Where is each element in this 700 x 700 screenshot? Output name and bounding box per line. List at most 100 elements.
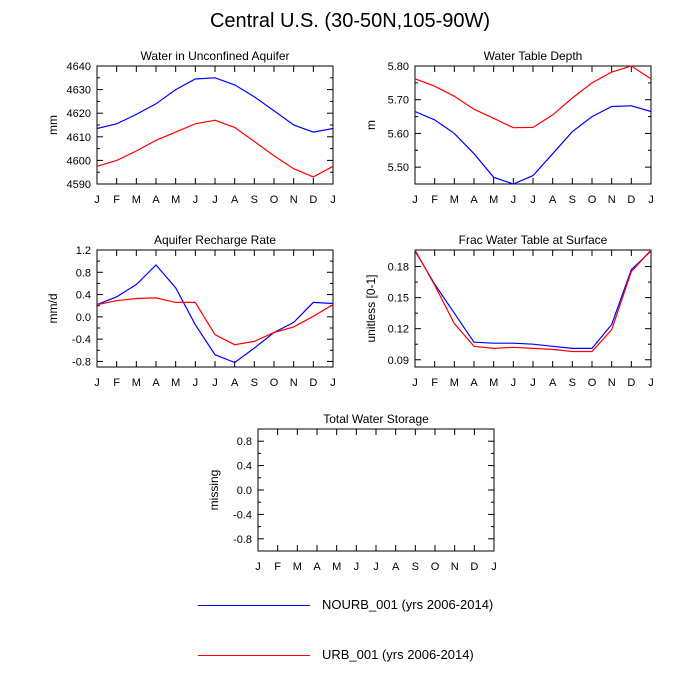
y-axis-label: missing bbox=[207, 470, 221, 511]
x-tick-label: A bbox=[470, 194, 478, 206]
y-tick-label: 4600 bbox=[67, 155, 91, 167]
legend-entry-nourb: NOURB_001 (yrs 2006-2014) bbox=[198, 596, 598, 616]
x-tick-label: J bbox=[412, 194, 418, 206]
series-line-nourb_001 bbox=[414, 105, 652, 185]
x-tick-label: O bbox=[588, 377, 597, 389]
x-tick-label: M bbox=[132, 194, 141, 206]
y-tick-label: 0.15 bbox=[388, 293, 409, 305]
series-line-urb_001 bbox=[414, 65, 652, 129]
x-tick-label: M bbox=[132, 377, 141, 389]
figure-title: Central U.S. (30-50N,105-90W) bbox=[209, 10, 491, 32]
x-tick-label: S bbox=[569, 194, 576, 206]
series-line-nourb_001 bbox=[414, 250, 652, 349]
x-tick-label: A bbox=[549, 194, 557, 206]
legend-entry-urb: URB_001 (yrs 2006-2014) bbox=[198, 646, 598, 666]
x-tick-label: J bbox=[648, 194, 654, 206]
y-tick-label: 5.50 bbox=[388, 162, 409, 174]
x-tick-label: A bbox=[152, 377, 160, 389]
legend-label-urb: URB_001 (yrs 2006-2014) bbox=[322, 647, 474, 662]
x-tick-label: N bbox=[290, 194, 298, 206]
x-tick-label: M bbox=[450, 377, 459, 389]
x-tick-label: D bbox=[309, 377, 317, 389]
x-tick-label: J bbox=[212, 377, 218, 389]
x-tick-label: F bbox=[431, 377, 438, 389]
x-tick-label: J bbox=[255, 561, 261, 573]
series-line-urb_001 bbox=[96, 297, 334, 346]
x-tick-label: J bbox=[94, 194, 100, 206]
x-tick-label: O bbox=[270, 377, 279, 389]
plot-frame bbox=[414, 65, 652, 185]
x-tick-label: A bbox=[231, 377, 239, 389]
x-tick-label: J bbox=[330, 377, 336, 389]
x-tick-label: J bbox=[354, 561, 360, 573]
x-tick-label: A bbox=[231, 194, 239, 206]
y-tick-label: 0.8 bbox=[76, 267, 91, 279]
x-tick-label: S bbox=[569, 377, 576, 389]
x-tick-label: S bbox=[412, 561, 419, 573]
x-tick-label: J bbox=[530, 377, 536, 389]
x-tick-label: J bbox=[511, 194, 517, 206]
y-tick-label: -0.8 bbox=[233, 534, 252, 546]
x-tick-label: M bbox=[450, 194, 459, 206]
y-tick-label: 0.12 bbox=[388, 324, 409, 336]
x-tick-label: J bbox=[373, 561, 379, 573]
y-tick-label: 0.0 bbox=[237, 485, 252, 497]
x-tick-label: S bbox=[251, 377, 258, 389]
x-tick-label: J bbox=[491, 561, 497, 573]
series-line-nourb_001 bbox=[96, 264, 334, 364]
y-tick-label: 5.70 bbox=[388, 95, 409, 107]
y-tick-label: 0.4 bbox=[76, 290, 91, 302]
y-axis-label: mm/d bbox=[46, 294, 60, 324]
x-tick-label: J bbox=[193, 377, 199, 389]
series-line-urb_001 bbox=[96, 119, 334, 178]
x-tick-label: D bbox=[309, 194, 317, 206]
x-tick-label: O bbox=[431, 561, 440, 573]
x-tick-label: J bbox=[648, 377, 654, 389]
y-tick-label: 0.4 bbox=[237, 461, 252, 473]
x-tick-label: F bbox=[274, 561, 281, 573]
y-tick-label: -0.4 bbox=[233, 509, 252, 521]
x-tick-label: A bbox=[313, 561, 321, 573]
x-tick-label: M bbox=[489, 377, 498, 389]
y-tick-label: -0.8 bbox=[72, 356, 91, 368]
y-tick-label: 0.09 bbox=[388, 355, 409, 367]
panel-title: Aquifer Recharge Rate bbox=[154, 233, 276, 247]
y-tick-label: 4640 bbox=[67, 61, 91, 73]
y-tick-label: 0.0 bbox=[76, 312, 91, 324]
x-tick-label: N bbox=[451, 561, 459, 573]
x-tick-label: J bbox=[94, 377, 100, 389]
panel-title: Total Water Storage bbox=[323, 412, 429, 426]
series-line-urb_001 bbox=[414, 249, 652, 353]
x-tick-label: S bbox=[251, 194, 258, 206]
x-tick-label: F bbox=[113, 194, 120, 206]
y-tick-label: 0.18 bbox=[388, 262, 409, 274]
panel-title: Water Table Depth bbox=[484, 49, 583, 63]
plot-frame bbox=[96, 65, 334, 185]
x-tick-label: J bbox=[330, 194, 336, 206]
panel-title: Frac Water Table at Surface bbox=[459, 233, 608, 247]
y-tick-label: -0.4 bbox=[72, 334, 91, 346]
x-tick-label: F bbox=[113, 377, 120, 389]
legend-swatch-urb bbox=[198, 655, 310, 656]
panel-title: Water in Unconfined Aquifer bbox=[141, 49, 290, 63]
y-axis-label: m bbox=[364, 120, 378, 130]
x-tick-label: F bbox=[431, 194, 438, 206]
legend-label-nourb: NOURB_001 (yrs 2006-2014) bbox=[322, 597, 494, 612]
y-tick-label: 5.80 bbox=[388, 61, 409, 73]
x-tick-label: M bbox=[171, 194, 180, 206]
y-tick-label: 0.8 bbox=[237, 436, 252, 448]
x-tick-label: N bbox=[608, 194, 616, 206]
y-tick-label: 4620 bbox=[67, 108, 91, 120]
x-tick-label: O bbox=[270, 194, 279, 206]
x-tick-label: A bbox=[392, 561, 400, 573]
x-tick-label: A bbox=[470, 377, 478, 389]
x-tick-label: J bbox=[212, 194, 218, 206]
x-tick-label: N bbox=[290, 377, 298, 389]
y-tick-label: 4590 bbox=[67, 179, 91, 191]
series-line-nourb_001 bbox=[96, 77, 334, 133]
x-tick-label: M bbox=[171, 377, 180, 389]
x-tick-label: J bbox=[530, 194, 536, 206]
